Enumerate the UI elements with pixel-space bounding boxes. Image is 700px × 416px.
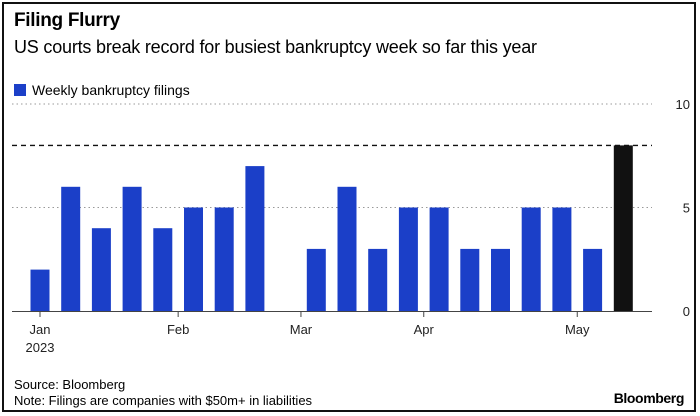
bar [491, 248, 510, 311]
bar [30, 269, 50, 311]
chart-subtitle: US courts break record for busiest bankr… [14, 37, 537, 57]
legend-swatch [14, 84, 26, 96]
chart-title: Filing Flurry [14, 10, 120, 31]
bar [398, 207, 418, 311]
y-tick-label: 0 [683, 304, 690, 319]
bar [368, 248, 388, 311]
y-tick-label: 5 [683, 201, 690, 216]
bar-chart: 0 5 10 Jan 2023 Feb Mar Apr May [12, 97, 690, 355]
x-tick-label: Feb [167, 322, 189, 337]
chart-frame: Filing Flurry US courts break record for… [2, 2, 696, 412]
source-text: Source: Bloomberg [14, 377, 126, 392]
bar [153, 228, 173, 311]
y-tick-label: 10 [676, 97, 690, 112]
bar [552, 207, 572, 311]
bar [214, 207, 234, 311]
bar [61, 186, 81, 311]
bar [337, 186, 357, 311]
legend-label: Weekly bankruptcy filings [32, 82, 190, 98]
bar [521, 207, 541, 311]
bar [245, 166, 265, 311]
bar [122, 186, 142, 311]
bar [306, 248, 326, 311]
bar [184, 207, 203, 311]
bar [429, 207, 449, 311]
bar-highlight [613, 145, 633, 311]
bar [460, 248, 480, 311]
x-tick-label: Apr [414, 322, 435, 337]
x-tick-label: May [565, 322, 590, 337]
footer-notes: Source: Bloomberg Note: Filings are comp… [14, 377, 312, 409]
note-text: Note: Filings are companies with $50m+ i… [14, 393, 313, 408]
legend: Weekly bankruptcy filings [14, 82, 190, 98]
bar [583, 248, 603, 311]
bar [91, 228, 111, 311]
bloomberg-logo: Bloomberg [613, 390, 685, 406]
x-tick-label: Mar [290, 322, 313, 337]
x-tick-sublabel: 2023 [26, 340, 55, 355]
x-tick-label: Jan [30, 322, 51, 337]
